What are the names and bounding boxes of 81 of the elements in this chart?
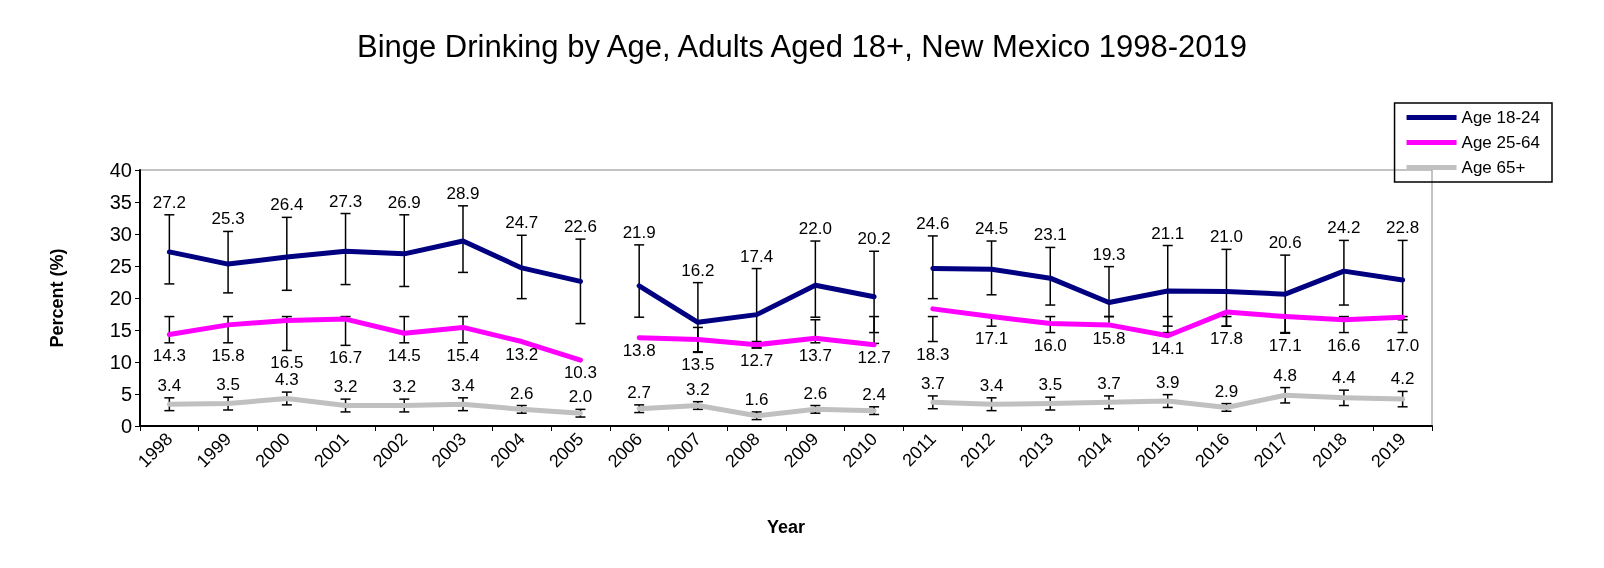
y-tick-label: 10 xyxy=(109,351,132,373)
data-label: 2.7 xyxy=(627,382,651,402)
data-label: 20.6 xyxy=(1268,233,1302,253)
data-label: 23.1 xyxy=(1033,225,1067,245)
data-label: 28.9 xyxy=(446,183,480,203)
data-label: 24.7 xyxy=(505,213,539,233)
data-label: 17.0 xyxy=(1386,335,1420,355)
data-label: 22.0 xyxy=(798,219,832,239)
data-label: 13.8 xyxy=(622,340,656,360)
data-label: 3.7 xyxy=(921,373,945,393)
data-label: 17.8 xyxy=(1209,329,1243,349)
data-label: 15.4 xyxy=(446,345,480,365)
data-label: 22.8 xyxy=(1386,218,1420,238)
data-label: 24.2 xyxy=(1327,218,1361,238)
data-label: 2.0 xyxy=(568,387,593,407)
data-label: 4.2 xyxy=(1390,369,1415,389)
legend-label: Age 25-64 xyxy=(1461,133,1540,152)
legend-label: Age 65+ xyxy=(1461,158,1526,177)
data-label: 17.4 xyxy=(740,246,774,266)
data-label: 22.6 xyxy=(563,217,597,237)
data-label: 24.5 xyxy=(975,219,1009,239)
data-label: 2.6 xyxy=(509,383,534,403)
data-label: 25.3 xyxy=(211,209,245,229)
data-label: 21.1 xyxy=(1151,223,1185,243)
data-label: 21.9 xyxy=(622,222,656,242)
data-label: 14.5 xyxy=(387,345,421,365)
data-label: 3.2 xyxy=(333,377,358,397)
y-tick-label: 20 xyxy=(109,287,132,309)
x-axis-title: Year xyxy=(766,517,806,537)
data-label: 14.3 xyxy=(152,345,186,365)
data-label: 15.8 xyxy=(211,345,245,365)
data-label: 2.9 xyxy=(1214,381,1239,401)
data-label: 16.0 xyxy=(1033,335,1067,355)
data-label: 2.6 xyxy=(803,383,828,403)
data-label: 10.3 xyxy=(563,363,597,383)
y-tick-label: 5 xyxy=(120,383,132,405)
data-label: 3.4 xyxy=(451,375,475,395)
data-label: 3.2 xyxy=(686,379,710,399)
y-tick-label: 30 xyxy=(109,223,132,245)
data-label: 3.2 xyxy=(392,377,417,397)
data-label: 16.5 xyxy=(270,353,304,373)
y-tick-label: 0 xyxy=(120,415,132,437)
y-tick-label: 35 xyxy=(109,191,132,213)
data-label: 3.7 xyxy=(1097,373,1121,393)
data-label: 13.7 xyxy=(798,345,832,365)
data-label: 2.4 xyxy=(862,384,886,404)
data-label: 20.2 xyxy=(857,229,891,249)
data-label: 12.7 xyxy=(740,350,774,370)
data-label: 27.2 xyxy=(152,192,186,212)
data-label: 3.4 xyxy=(157,375,182,395)
data-label: 24.6 xyxy=(916,213,950,233)
data-label: 16.7 xyxy=(329,348,363,368)
data-label: 19.3 xyxy=(1092,244,1126,264)
data-label: 14.1 xyxy=(1151,338,1185,358)
data-label: 3.5 xyxy=(216,375,240,395)
data-label: 17.1 xyxy=(1268,335,1302,355)
y-tick-label: 15 xyxy=(109,319,132,341)
data-label: 3.4 xyxy=(979,375,1004,395)
chart-title: Binge Drinking by Age, Adults Aged 18+, New Mexico 1998-2019 xyxy=(356,29,1248,64)
data-label: 27.3 xyxy=(329,191,363,211)
y-axis-title: Percent (%) xyxy=(47,248,67,348)
data-label: 15.8 xyxy=(1092,329,1126,349)
data-label: 18.3 xyxy=(916,344,950,364)
data-label: 4.3 xyxy=(275,370,299,390)
y-tick-label: 40 xyxy=(109,159,132,181)
data-label: 12.7 xyxy=(857,347,891,367)
data-label: 13.5 xyxy=(681,354,715,374)
legend-label: Age 18-24 xyxy=(1461,108,1540,127)
data-label: 17.1 xyxy=(975,329,1009,349)
data-label: 1.6 xyxy=(744,389,769,409)
data-label: 16.6 xyxy=(1327,335,1361,355)
data-label: 4.4 xyxy=(1332,368,1356,388)
data-label: 26.9 xyxy=(387,192,421,212)
y-tick-label: 25 xyxy=(109,255,132,277)
data-label: 16.2 xyxy=(681,260,715,280)
data-label: 4.8 xyxy=(1273,365,1297,385)
data-label: 21.0 xyxy=(1209,227,1243,247)
data-label: 26.4 xyxy=(270,195,304,215)
data-label: 3.9 xyxy=(1155,372,1180,392)
data-label: 13.2 xyxy=(505,344,539,364)
data-label: 3.5 xyxy=(1038,375,1063,395)
